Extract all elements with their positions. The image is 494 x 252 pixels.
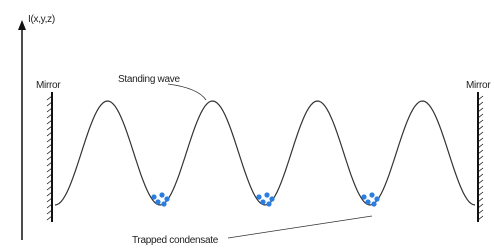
right-mirror-label: Mirror	[466, 80, 491, 91]
left-mirror-label: Mirror	[36, 80, 61, 91]
atom	[266, 201, 271, 206]
diagram: I(x,y,z) Mirror Mirror Standing wave Tra…	[0, 0, 494, 252]
atom	[161, 201, 166, 206]
atom	[256, 194, 261, 199]
wave-label: Standing wave	[118, 74, 180, 85]
atom	[361, 194, 366, 199]
atom	[371, 201, 376, 206]
atom	[260, 199, 265, 204]
atom	[151, 194, 156, 199]
axis-label: I(x,y,z)	[28, 14, 55, 25]
atom	[269, 196, 274, 201]
atom	[155, 199, 160, 204]
atom	[369, 192, 374, 197]
atom	[164, 196, 169, 201]
atom	[159, 192, 164, 197]
atom	[264, 192, 269, 197]
background	[0, 0, 494, 252]
atom	[365, 199, 370, 204]
condensate-label: Trapped condensate	[132, 235, 219, 246]
atom	[374, 196, 379, 201]
